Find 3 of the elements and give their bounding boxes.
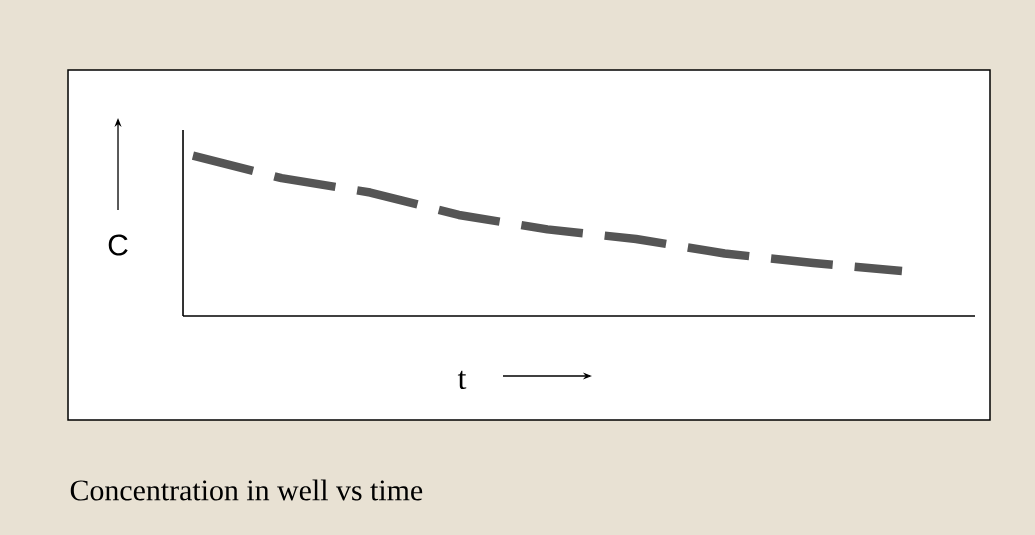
text: Concentration in well vs time <box>70 479 423 501</box>
x-axis-title: t <box>457 370 467 390</box>
y-axis-title: C <box>108 234 128 256</box>
